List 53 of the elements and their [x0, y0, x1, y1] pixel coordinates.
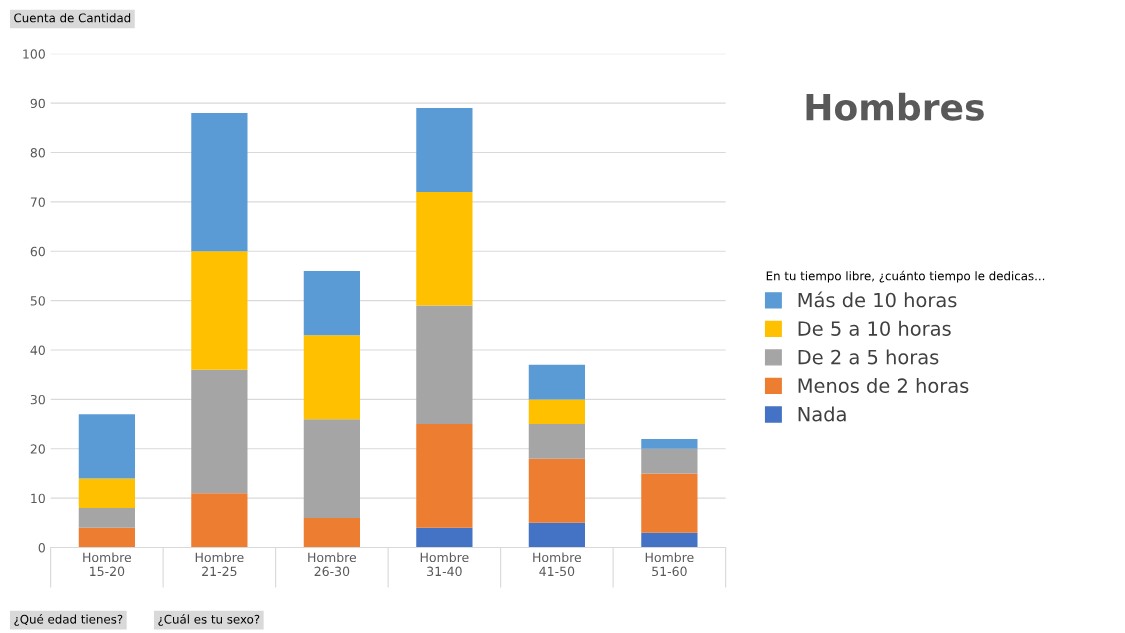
x-tick-label: Hombre 26-30: [308, 552, 357, 577]
bar: [641, 438, 698, 449]
y-tick-label: 40: [30, 345, 45, 355]
y-tick-label: 10: [31, 493, 45, 504]
bar: [191, 493, 248, 548]
legend-label: De 5 a 10 horas: [798, 320, 951, 336]
bar: [416, 424, 473, 528]
bar: [78, 508, 135, 528]
bar: [191, 251, 248, 370]
bar: [303, 517, 360, 548]
bar: [416, 108, 473, 193]
y-tick-label: 30: [30, 394, 45, 405]
legend-label: Menos de 2 horas: [798, 377, 969, 393]
bar: [528, 458, 585, 523]
legend-label: Más de 10 horas: [798, 291, 957, 308]
bar: [528, 424, 585, 459]
bar: [528, 399, 585, 425]
text: ¿Cuál es tu sexo?: [158, 614, 260, 626]
y-tick-label: 70: [30, 197, 45, 207]
text: ¿Qué edad tienes?: [14, 614, 123, 626]
y-tick-label: 0: [38, 543, 45, 553]
bar: [303, 335, 360, 420]
y-tick-label: 100: [23, 49, 45, 59]
legend-title: En tu tiempo libre, ¿cuánto tiempo le dedicas...: [766, 270, 1045, 283]
y-tick-label: 80: [30, 148, 45, 158]
bar: [191, 369, 248, 494]
bar: [191, 113, 248, 252]
bar: [303, 419, 360, 518]
y-tick-label: 60: [30, 246, 45, 257]
bar: [416, 527, 473, 548]
y-tick-label: 20: [30, 444, 45, 454]
bar: [416, 192, 473, 306]
x-tick-label: Hombre 21-25: [195, 552, 244, 577]
bar: [78, 414, 135, 479]
x-tick-label: Hombre 15-20: [83, 552, 132, 577]
bar: [641, 532, 698, 548]
x-tick-label: Hombre 41-50: [533, 552, 582, 577]
bar: [78, 527, 135, 548]
legend-label: De 2 a 5 horas: [798, 349, 939, 365]
bar: [528, 364, 585, 400]
y-tick-label: 90: [30, 98, 45, 109]
legend-label: Nada: [798, 406, 846, 422]
y-tick-label: 50: [30, 296, 45, 306]
bar: [416, 305, 473, 425]
bar: [641, 448, 698, 474]
bar: [303, 271, 360, 336]
text: Cuenta de Cantidad: [14, 13, 131, 23]
bar: [528, 522, 585, 548]
x-tick-label: Hombre 31-40: [420, 552, 469, 577]
x-tick-label: Hombre 51-60: [645, 552, 694, 577]
bar: [78, 478, 135, 509]
text: Hombres: [806, 92, 984, 121]
bar: [641, 473, 698, 533]
